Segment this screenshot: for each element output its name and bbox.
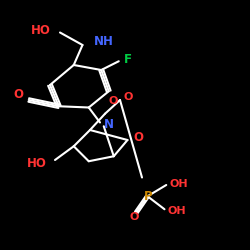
Text: HO: HO — [26, 157, 46, 170]
Text: OH: OH — [170, 179, 188, 189]
Text: NH: NH — [94, 35, 114, 48]
Text: O: O — [124, 92, 133, 102]
Text: HO: HO — [32, 24, 51, 37]
Text: O: O — [108, 96, 118, 106]
Text: P: P — [144, 190, 152, 203]
Text: O: O — [133, 131, 143, 144]
Text: F: F — [124, 53, 132, 66]
Text: N: N — [104, 118, 114, 132]
Text: OH: OH — [168, 206, 186, 216]
Text: O: O — [129, 212, 138, 222]
Text: O: O — [14, 88, 24, 102]
